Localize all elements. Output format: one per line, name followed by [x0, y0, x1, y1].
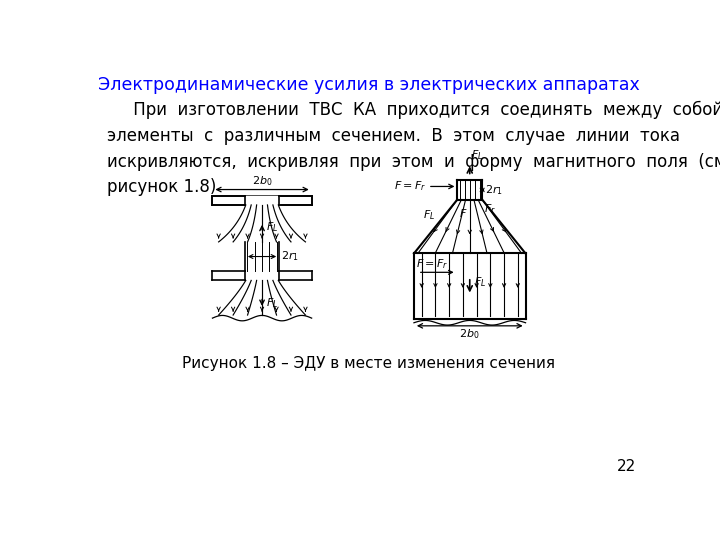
Text: $F_L$: $F_L$ [423, 208, 436, 222]
Text: Электродинамические усилия в электрических аппаратах: Электродинамические усилия в электрическ… [98, 76, 640, 94]
Text: 22: 22 [617, 460, 636, 475]
Text: $F_L$: $F_L$ [266, 220, 278, 234]
Text: $2b_0$: $2b_0$ [459, 327, 480, 341]
Text: $2r_1$: $2r_1$ [282, 249, 300, 264]
Polygon shape [245, 195, 279, 205]
Text: При  изготовлении  ТВС  КА  приходится  соединять  между  собой
элементы  с  раз: При изготовлении ТВС КА приходится соеди… [107, 101, 720, 197]
Text: $F_L$: $F_L$ [472, 148, 484, 162]
Text: $F=F_r$: $F=F_r$ [395, 180, 426, 193]
Text: Рисунок 1.8 – ЭДУ в месте изменения сечения: Рисунок 1.8 – ЭДУ в месте изменения сече… [182, 356, 556, 371]
Text: $F$: $F$ [459, 207, 468, 219]
Text: $F_r$: $F_r$ [485, 202, 497, 215]
Text: $2r_1$: $2r_1$ [485, 183, 503, 197]
Text: $F_L$: $F_L$ [474, 275, 486, 289]
Bar [212, 195, 312, 205]
Text: $F_L$: $F_L$ [266, 296, 278, 309]
Text: $F=F_r$: $F=F_r$ [416, 257, 449, 271]
Text: $2b_0$: $2b_0$ [252, 174, 272, 188]
